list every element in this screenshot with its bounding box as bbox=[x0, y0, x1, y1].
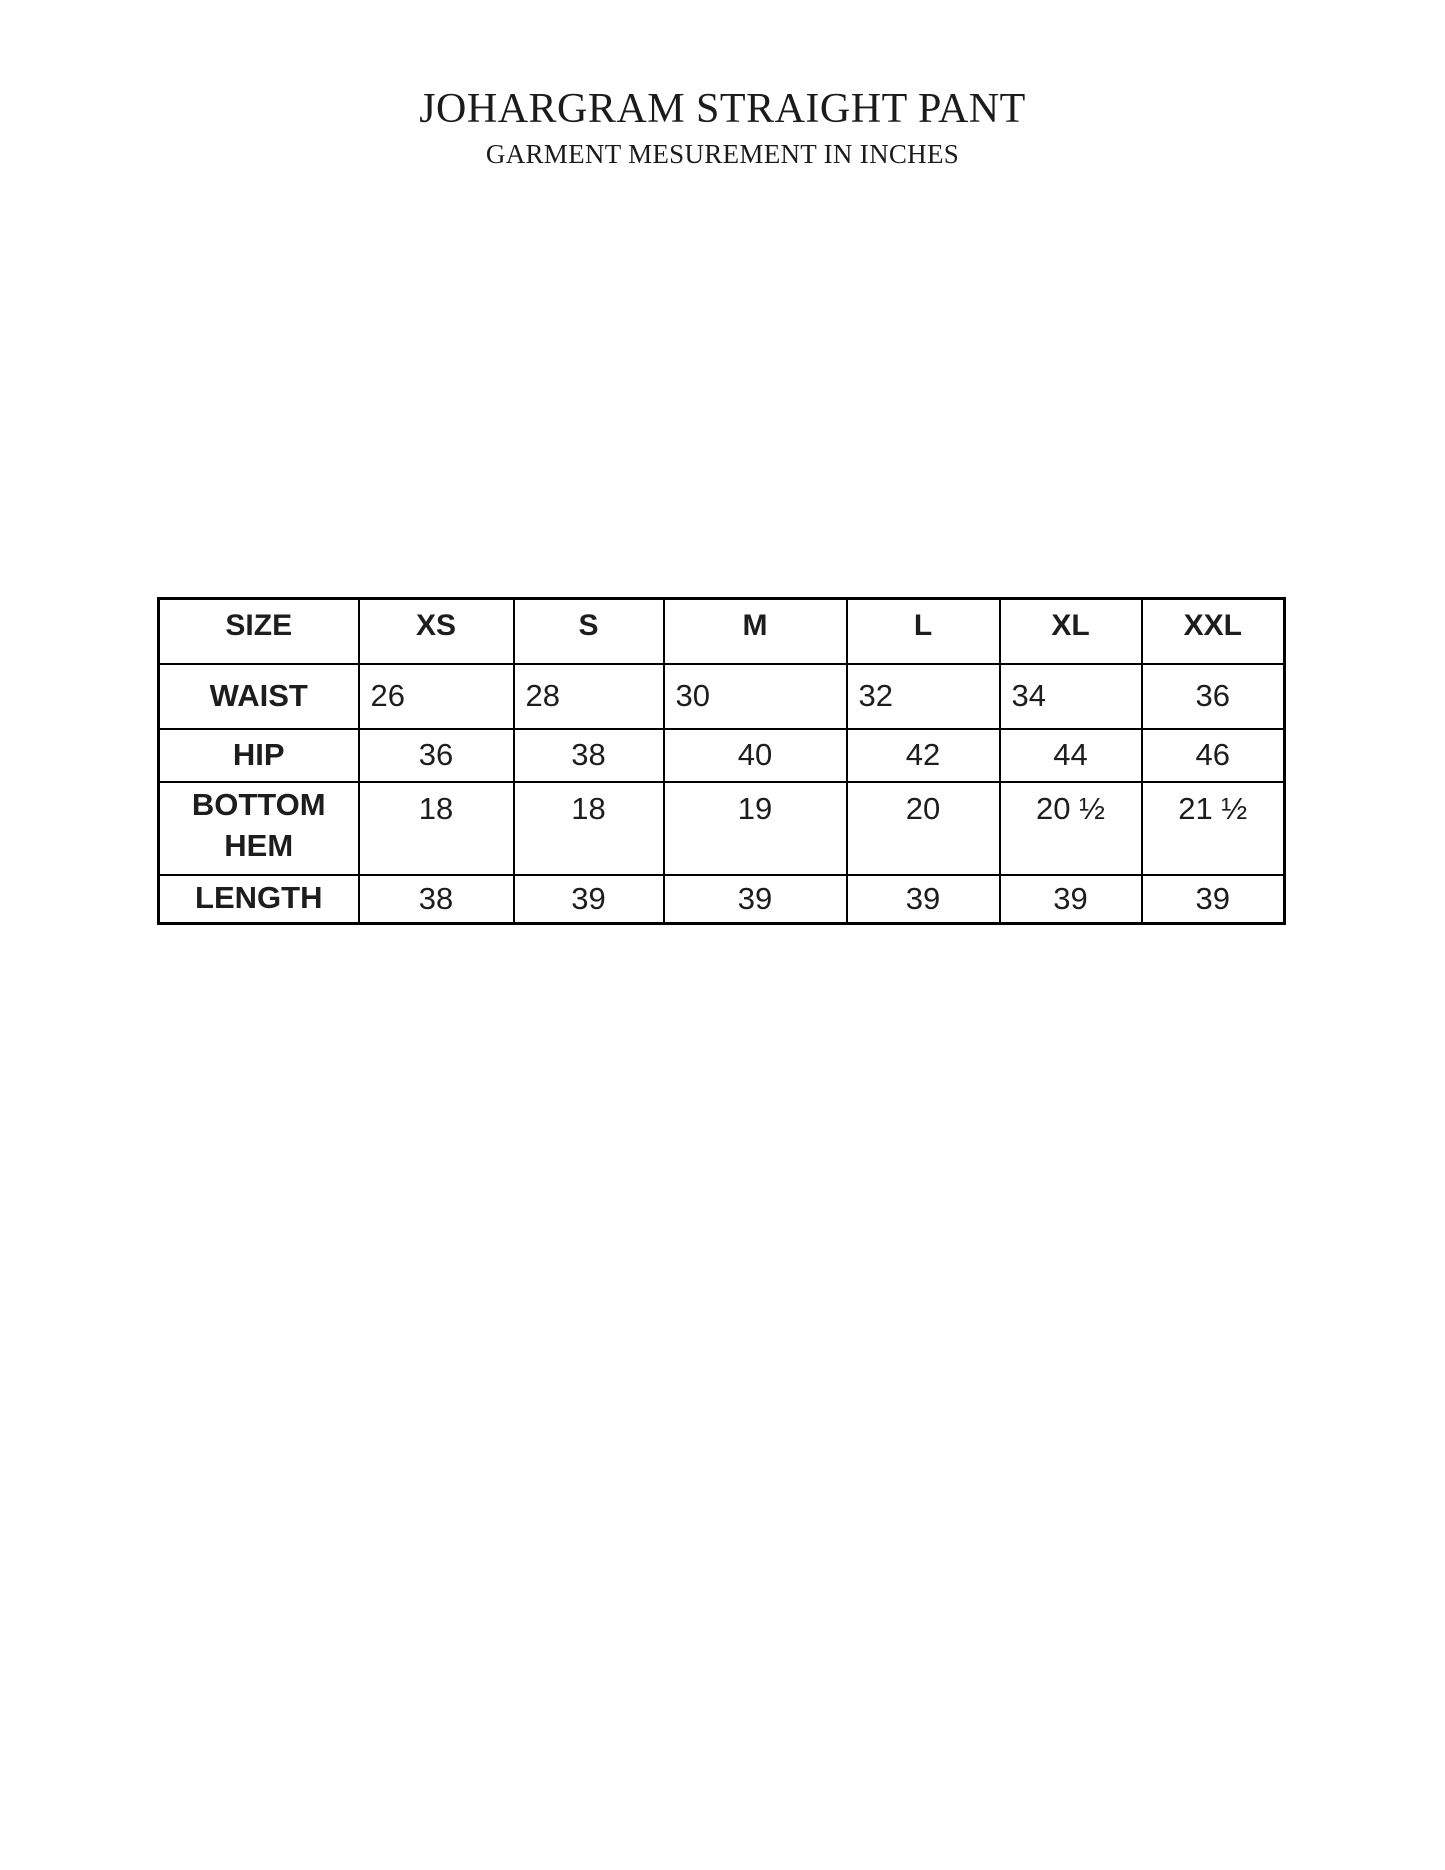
cell-waist-s: 28 bbox=[512, 662, 665, 730]
cell-waist-xl: 34 bbox=[998, 662, 1143, 730]
row-bottom-hem: BOTTOM HEM 18 18 19 20 20 ½ 21 ½ bbox=[157, 780, 1286, 876]
col-header-m: M bbox=[662, 597, 848, 665]
size-chart-table: SIZE XS S M L XL XXL WAIST 26 28 30 32 3… bbox=[157, 597, 1286, 925]
row-label-hip: HIP bbox=[157, 727, 360, 783]
col-header-xxl: XXL bbox=[1140, 597, 1286, 665]
cell-bottom-hem-xl: 20 ½ bbox=[998, 780, 1143, 876]
cell-length-s: 39 bbox=[512, 873, 665, 925]
row-waist: WAIST 26 28 30 32 34 36 bbox=[157, 662, 1286, 730]
cell-hip-m: 40 bbox=[662, 727, 848, 783]
header-row: SIZE XS S M L XL XXL bbox=[157, 597, 1286, 665]
row-label-length: LENGTH bbox=[157, 873, 360, 925]
col-header-l: L bbox=[845, 597, 1001, 665]
cell-hip-xxl: 46 bbox=[1140, 727, 1286, 783]
cell-length-m: 39 bbox=[662, 873, 848, 925]
col-header-xl: XL bbox=[998, 597, 1143, 665]
row-length: LENGTH 38 39 39 39 39 39 bbox=[157, 873, 1286, 925]
row-label-waist: WAIST bbox=[157, 662, 360, 730]
cell-hip-l: 42 bbox=[845, 727, 1001, 783]
cell-length-xs: 38 bbox=[357, 873, 515, 925]
cell-bottom-hem-s: 18 bbox=[512, 780, 665, 876]
cell-bottom-hem-m: 19 bbox=[662, 780, 848, 876]
row-label-bottom-hem: BOTTOM HEM bbox=[157, 780, 360, 876]
cell-length-xxl: 39 bbox=[1140, 873, 1286, 925]
page-subtitle: GARMENT MESUREMENT IN INCHES bbox=[485, 139, 960, 170]
cell-waist-xs: 26 bbox=[357, 662, 515, 730]
cell-length-xl: 39 bbox=[998, 873, 1143, 925]
col-header-size: SIZE bbox=[157, 597, 360, 665]
col-header-xs: XS bbox=[357, 597, 515, 665]
cell-waist-m: 30 bbox=[662, 662, 848, 730]
cell-waist-xxl: 36 bbox=[1140, 662, 1286, 730]
cell-hip-xl: 44 bbox=[998, 727, 1143, 783]
cell-hip-s: 38 bbox=[512, 727, 665, 783]
cell-hip-xs: 36 bbox=[357, 727, 515, 783]
cell-bottom-hem-l: 20 bbox=[845, 780, 1001, 876]
cell-waist-l: 32 bbox=[845, 662, 1001, 730]
col-header-s: S bbox=[512, 597, 665, 665]
cell-bottom-hem-xs: 18 bbox=[357, 780, 515, 876]
document-header: JOHARGRAM STRAIGHT PANT GARMENT MESUREME… bbox=[0, 86, 1445, 170]
cell-bottom-hem-xxl: 21 ½ bbox=[1140, 780, 1286, 876]
row-hip: HIP 36 38 40 42 44 46 bbox=[157, 727, 1286, 783]
page-title: JOHARGRAM STRAIGHT PANT bbox=[419, 86, 1026, 132]
cell-length-l: 39 bbox=[845, 873, 1001, 925]
